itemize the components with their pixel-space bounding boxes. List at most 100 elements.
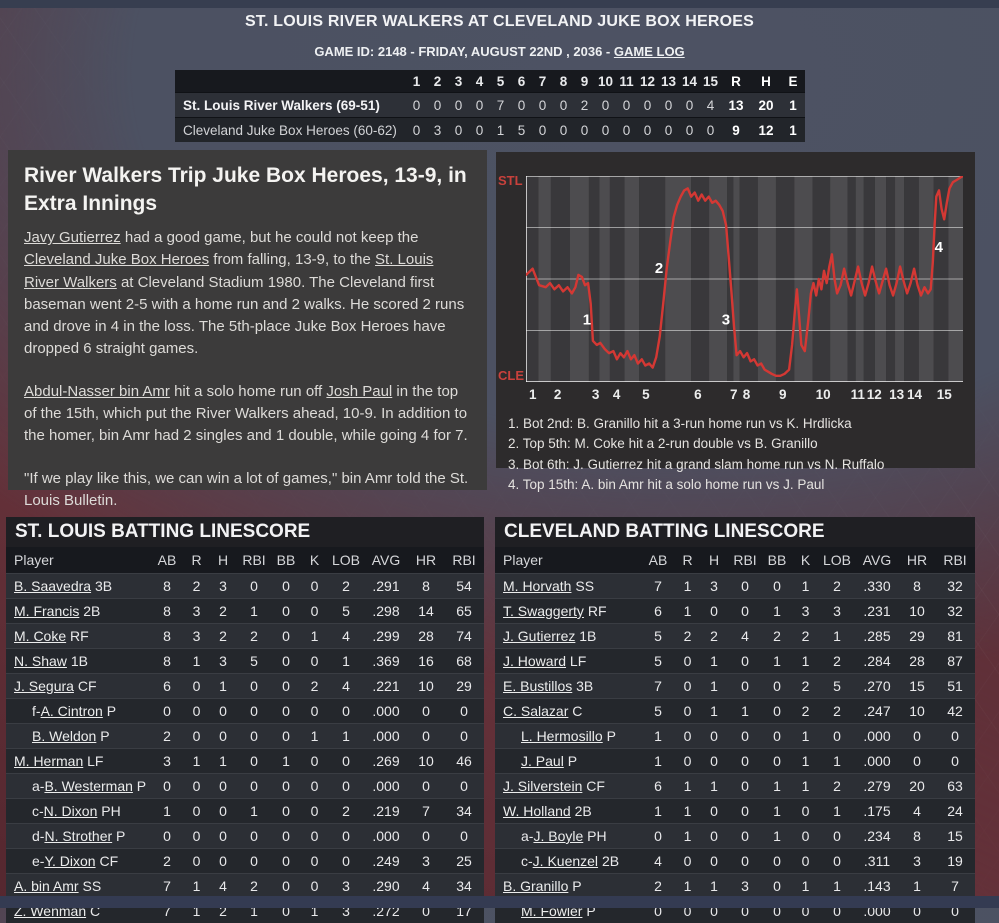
stat-cell: 54 [444, 574, 484, 599]
stat-cell: 0 [271, 849, 301, 874]
stat-cell: 2 [675, 624, 700, 649]
inning-runs-cell: 0 [511, 98, 532, 113]
event-annotation: 2 [655, 260, 663, 277]
stat-cell: 0 [328, 774, 364, 799]
event-legend-item: 4. Top 15th: A. bin Amr hit a solo home … [508, 475, 975, 495]
player-name-link[interactable]: A. Cintron [41, 703, 103, 719]
hits-total: 12 [751, 123, 781, 138]
stat-cell: 0 [408, 774, 444, 799]
inning-tick-label: 4 [613, 387, 621, 402]
stat-cell: 1 [301, 724, 328, 749]
stat-cell: .279 [855, 774, 899, 799]
stat-cell: 1 [762, 599, 792, 624]
player-cell: J. Silverstein CF [495, 774, 641, 799]
player-cell: M. Herman LF [6, 749, 150, 774]
stat-cell: 0 [728, 674, 762, 699]
player-name-link[interactable]: M. Francis [14, 603, 79, 619]
inning-header: 10 [595, 74, 616, 89]
stat-cell: 2 [819, 649, 855, 674]
player-name-link[interactable]: J. Silverstein [503, 778, 582, 794]
player-or-team-link[interactable]: Cleveland Juke Box Heroes [24, 251, 209, 268]
stat-cell: 1 [675, 874, 700, 899]
stat-cell: 0 [301, 774, 328, 799]
inning-runs-cell: 0 [532, 123, 553, 138]
player-or-team-link[interactable]: Abdul-Nasser bin Amr [24, 383, 170, 400]
stat-cell: 1 [328, 649, 364, 674]
inning-tick-label: 11 [851, 387, 866, 402]
stl-batting-title: ST. LOUIS BATTING LINESCORE [6, 517, 484, 547]
player-cell: a-B. Westerman P [6, 774, 150, 799]
stat-cell: 42 [935, 699, 975, 724]
player-or-team-link[interactable]: Javy Gutierrez [24, 229, 121, 246]
stat-cell: 29 [444, 674, 484, 699]
player-name-link[interactable]: W. Holland [503, 803, 571, 819]
stat-cell: .291 [364, 574, 408, 599]
inning-header: 3 [448, 74, 469, 89]
bottom-bar [0, 896, 999, 908]
inning-runs-cell: 0 [658, 98, 679, 113]
stat-cell: .290 [364, 874, 408, 899]
player-name-link[interactable]: A. bin Amr [14, 878, 79, 894]
player-name-link[interactable]: E. Bustillos [503, 678, 572, 694]
player-name-link[interactable]: N. Dixon [44, 803, 98, 819]
player-name-link[interactable]: B. Weldon [32, 728, 96, 744]
player-name-link[interactable]: J. Gutierrez [503, 628, 575, 644]
game-id-text: GAME ID: 2148 - FRIDAY, AUGUST 22ND , 20… [314, 44, 614, 59]
stat-cell: 8 [150, 599, 184, 624]
batting-header-cell: AVG [364, 547, 408, 574]
player-name-link[interactable]: T. Swaggerty [503, 603, 584, 619]
player-name-link[interactable]: J. Segura [14, 678, 74, 694]
player-name-link[interactable]: J. Kuenzel [533, 853, 598, 869]
player-or-team-link[interactable]: Josh Paul [326, 383, 392, 400]
player-position: P [137, 778, 146, 794]
game-log-link[interactable]: GAME LOG [614, 44, 685, 59]
player-name-link[interactable]: Y. Dixon [44, 853, 95, 869]
stat-cell: 0 [675, 849, 700, 874]
player-name-link[interactable]: B. Westerman [44, 778, 132, 794]
player-name-link[interactable]: M. Herman [14, 753, 83, 769]
stat-cell: 2 [762, 624, 792, 649]
article-paragraph: "If we play like this, we can win a lot … [24, 468, 471, 512]
inning-runs-cell: 0 [448, 98, 469, 113]
stat-cell: 7 [408, 799, 444, 824]
inning-runs-cell: 0 [637, 123, 658, 138]
stat-cell: 6 [641, 599, 675, 624]
stat-cell: 1 [899, 874, 935, 899]
player-name-link[interactable]: J. Howard [503, 653, 566, 669]
stat-cell: 0 [328, 824, 364, 849]
player-name-link[interactable]: M. Coke [14, 628, 66, 644]
batting-header-cell: RBI [237, 547, 271, 574]
player-name-link[interactable]: B. Granillo [503, 878, 568, 894]
player-name-link[interactable]: J. Paul [521, 753, 564, 769]
stat-cell: 0 [819, 824, 855, 849]
stat-cell: 0 [237, 674, 271, 699]
inning-runs-cell: 0 [553, 123, 574, 138]
stat-cell: 7 [150, 874, 184, 899]
stat-cell: 0 [271, 824, 301, 849]
player-position: 1B [579, 628, 596, 644]
stat-cell: 3 [209, 649, 237, 674]
stat-cell: 0 [792, 824, 819, 849]
stat-cell: 0 [762, 674, 792, 699]
stat-cell: .298 [364, 599, 408, 624]
inning-tick-label: 7 [730, 387, 738, 402]
player-name-link[interactable]: C. Salazar [503, 703, 568, 719]
player-name-link[interactable]: B. Saavedra [14, 578, 91, 594]
batting-header-cell: BB [271, 547, 301, 574]
player-name-link[interactable]: M. Horvath [503, 578, 571, 594]
player-position: 2B [602, 853, 619, 869]
player-name-link[interactable]: J. Boyle [533, 828, 583, 844]
player-name-link[interactable]: N. Strother [44, 828, 112, 844]
player-position: CF [99, 853, 118, 869]
stat-cell: .143 [855, 874, 899, 899]
player-name-link[interactable]: L. Hermosillo [521, 728, 603, 744]
batting-header-cell: HR [899, 547, 935, 574]
stat-cell: 4 [328, 674, 364, 699]
player-name-link[interactable]: N. Shaw [14, 653, 67, 669]
